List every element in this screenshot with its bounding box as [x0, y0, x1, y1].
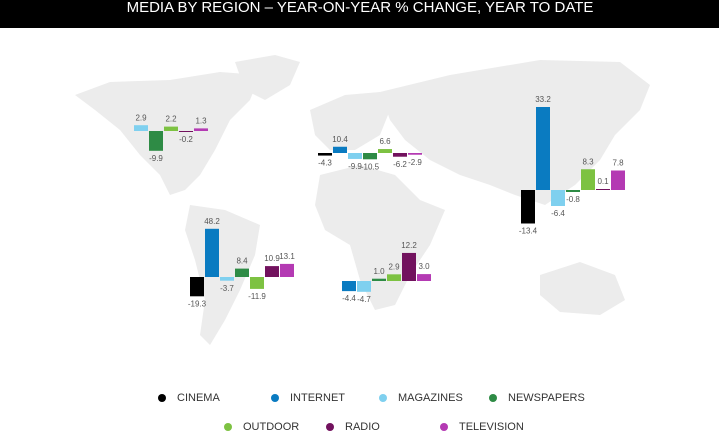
world-map: [75, 55, 650, 345]
legend-label: CINEMA: [177, 392, 220, 404]
value-label: -19.3: [188, 299, 207, 308]
value-label: 33.2: [535, 95, 551, 104]
bar: [265, 266, 279, 277]
value-label: -11.9: [248, 292, 266, 301]
value-label: 1.3: [195, 117, 207, 126]
value-label: -10.5: [361, 162, 380, 171]
bar: [250, 277, 264, 289]
value-label: -9.9: [348, 162, 362, 171]
value-label: 1.0: [373, 267, 385, 276]
value-label: 0.1: [597, 177, 609, 186]
value-label: 10.4: [332, 135, 348, 144]
legend-swatch: [440, 423, 448, 431]
bar: [220, 277, 234, 281]
bar: [417, 274, 431, 281]
bar: [387, 274, 401, 281]
bar: [363, 153, 377, 160]
value-label: 7.8: [612, 159, 624, 168]
bar: [611, 170, 625, 190]
bar: [393, 153, 407, 157]
title-bar: [0, 0, 719, 28]
value-label: -3.7: [220, 284, 234, 293]
bar: [521, 190, 535, 224]
bar: [536, 107, 550, 190]
bar: [235, 268, 249, 277]
bar: [402, 252, 416, 281]
legend-label: OUTDOOR: [243, 421, 299, 433]
legend-swatch: [271, 394, 279, 402]
legend-label: RADIO: [345, 421, 380, 433]
bar: [566, 190, 580, 192]
value-label: -6.2: [393, 160, 407, 169]
bar: [342, 281, 356, 292]
value-label: -4.7: [357, 295, 371, 304]
value-label: 12.2: [401, 241, 417, 250]
value-label: 6.6: [379, 137, 391, 146]
bar: [348, 153, 362, 159]
legend-label: INTERNET: [290, 392, 345, 404]
legend-swatch: [379, 394, 387, 402]
legend-label: NEWSPAPERS: [508, 392, 585, 404]
value-label: -2.9: [408, 158, 422, 167]
bar: [551, 190, 565, 206]
value-label: 2.9: [135, 113, 147, 122]
value-label: 2.9: [388, 262, 400, 271]
value-label: 8.4: [236, 257, 248, 266]
legend-label: MAGAZINES: [398, 392, 463, 404]
bar: [205, 228, 219, 277]
bar: [372, 278, 386, 281]
value-label: 13.1: [279, 252, 295, 261]
legend-swatch: [489, 394, 497, 402]
bar: [378, 149, 392, 153]
legend-swatch: [326, 423, 334, 431]
bar: [190, 277, 204, 297]
bar: [134, 125, 148, 131]
chart-title: MEDIA BY REGION – YEAR-ON-YEAR % CHANGE,…: [127, 0, 594, 16]
value-label: 48.2: [204, 217, 220, 226]
value-label: -0.8: [566, 195, 580, 204]
value-label: 8.3: [582, 157, 594, 166]
value-label: -6.4: [551, 209, 565, 218]
bar: [149, 131, 163, 151]
value-label: -13.4: [519, 227, 538, 236]
value-label: 10.9: [264, 254, 280, 263]
bar: [596, 189, 610, 190]
value-label: -9.9: [149, 154, 163, 163]
bar: [164, 126, 178, 131]
bar: [333, 146, 347, 153]
value-label: 2.2: [165, 115, 177, 124]
bar: [408, 153, 422, 155]
legend-swatch: [224, 423, 232, 431]
bar: [194, 128, 208, 131]
legend-label: TELEVISION: [459, 421, 524, 433]
value-label: -4.3: [318, 159, 332, 168]
value-label: -0.2: [179, 135, 193, 144]
bar: [357, 281, 371, 292]
bar: [318, 153, 332, 156]
value-label: -4.4: [342, 294, 356, 303]
bar: [179, 131, 193, 132]
value-label: 3.0: [418, 262, 430, 271]
bar: [581, 169, 595, 190]
bar: [280, 263, 294, 277]
legend-swatch: [158, 394, 166, 402]
